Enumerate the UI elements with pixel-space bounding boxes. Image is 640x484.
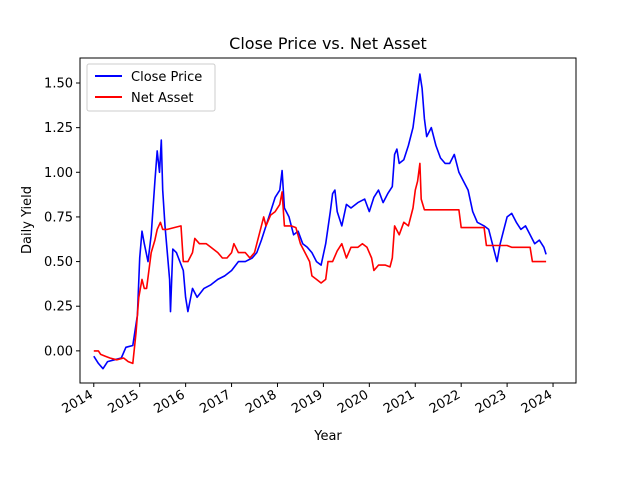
chart-title: Close Price vs. Net Asset <box>229 34 427 53</box>
y-tick-label: 0.75 <box>44 210 73 225</box>
y-tick-label: 1.25 <box>44 121 73 136</box>
legend-label-net-asset: Net Asset <box>131 91 194 106</box>
y-axis-label: Daily Yield <box>20 186 35 254</box>
plot-area <box>93 73 547 370</box>
y-axis-ticks: 0.00 0.25 0.50 0.75 1.00 1.25 1.50 <box>44 77 80 359</box>
series-line-net-asset <box>93 162 547 365</box>
y-tick-label: 1.50 <box>44 77 73 92</box>
axes-frame <box>79 57 577 384</box>
y-tick-label: 0.50 <box>44 255 73 270</box>
y-tick-label: 0.25 <box>44 300 73 315</box>
legend-label-close-price: Close Price <box>131 70 202 85</box>
y-tick-label: 1.00 <box>44 166 73 181</box>
y-tick-label: 0.00 <box>44 344 73 359</box>
x-axis-label: Year <box>313 429 342 444</box>
chart-legend: Close Price Net Asset <box>86 63 216 112</box>
series-line-close-price <box>93 73 547 370</box>
